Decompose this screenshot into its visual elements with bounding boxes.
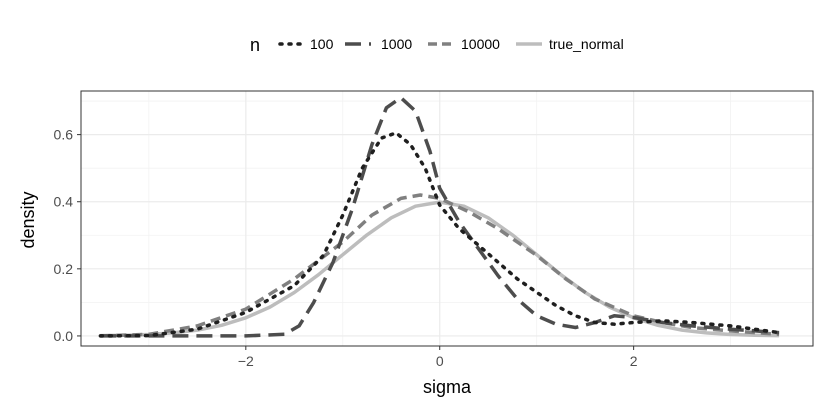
legend: n 100 1000 10000 true_normal — [250, 35, 624, 55]
legend-label-10000: 10000 — [461, 36, 500, 52]
y-tick-label: 0.4 — [54, 194, 74, 210]
panel-border — [80, 90, 814, 347]
grid — [81, 91, 813, 346]
y-tick-label: 0.6 — [54, 127, 74, 143]
x-tick-label: −2 — [238, 353, 254, 369]
y-tick-label: 0.2 — [54, 261, 74, 277]
x-tick-label: 2 — [630, 353, 638, 369]
legend-label-true-normal: true_normal — [549, 36, 624, 52]
series-line-100 — [98, 131, 781, 338]
series-line-1000 — [100, 95, 780, 338]
legend-title: n — [250, 35, 260, 55]
legend-label-1000: 1000 — [381, 36, 412, 52]
series-lines — [98, 95, 781, 338]
legend-label-100: 100 — [310, 36, 334, 52]
y-tick-label: 0.0 — [54, 328, 74, 344]
y-axis-title: density — [18, 191, 38, 248]
x-axis-title: sigma — [423, 377, 472, 397]
x-tick-label: 0 — [436, 353, 444, 369]
axes: −2 0 2 0.0 0.2 0.4 0.6 — [54, 127, 638, 369]
